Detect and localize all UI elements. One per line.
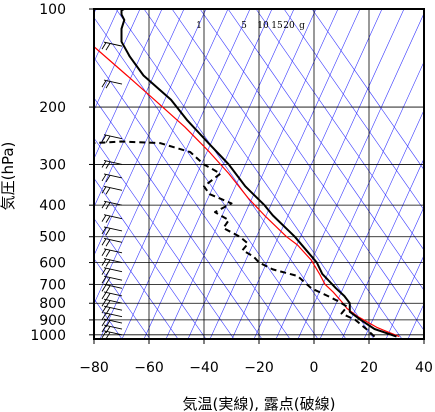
isotherm-line: [94, 9, 185, 208]
wind-barb: [101, 330, 123, 339]
y-tick-label: 200: [39, 100, 66, 116]
dewpoint-line: [94, 140, 376, 338]
x-tick-label: 0: [310, 360, 319, 376]
mixing-ratio-label: 10: [257, 21, 269, 31]
y-tick-label: 600: [39, 256, 66, 272]
wind-barb: [101, 134, 123, 143]
wind-barb: [101, 291, 123, 301]
y-tick-label: 1000: [30, 328, 66, 344]
x-axis-title: 気温(実線), 露点(破線): [183, 395, 336, 412]
x-tick-label: −40: [189, 360, 219, 376]
wind-barb: [101, 283, 123, 293]
wind-barb: [101, 226, 123, 236]
mixing-ratio-labels: 1 5 10 15 20 g: [196, 21, 305, 31]
wind-barb: [101, 248, 123, 258]
temperature-line: [120, 9, 397, 338]
wind-barb: [101, 275, 123, 285]
wind-barb: [101, 160, 123, 169]
series-layer: [94, 9, 400, 338]
mixing-ratio-label: 5: [241, 21, 247, 31]
x-tick-label: −80: [79, 360, 109, 376]
y-axis-title: 気圧(hPa): [0, 142, 17, 211]
isotherm-line: [94, 9, 141, 111]
grid-lines: [94, 9, 424, 339]
mixing-ratio-label: 1: [196, 21, 202, 31]
y-tick-label: 800: [39, 296, 66, 312]
wind-barb: [101, 258, 123, 267]
wind-barb: [101, 324, 123, 334]
adiabat-line: [255, 9, 424, 251]
y-tick-label: 400: [39, 198, 66, 214]
x-tick-label: 40: [415, 360, 433, 376]
wind-barb: [101, 173, 123, 183]
reference_profile-line: [94, 45, 400, 338]
adiabat-line: [311, 9, 424, 171]
x-tick-label: 20: [360, 360, 378, 376]
wind-barb: [101, 267, 123, 276]
adiabat-line: [283, 9, 424, 211]
isotherm-line: [94, 9, 207, 257]
y-tick-label: 300: [39, 157, 66, 173]
wind-barb: [101, 298, 123, 308]
wind-barb: [101, 214, 123, 223]
x-axis: −80 −60 −40 −20 0 20 40: [79, 339, 433, 376]
x-tick-label: −60: [134, 360, 164, 376]
mixing-ratio-label: 15: [271, 21, 283, 31]
mixing-ratio-label: 20: [283, 21, 295, 31]
wind-barb: [101, 41, 123, 51]
isotherm-line: [94, 9, 163, 160]
isotherm-line: [430, 9, 435, 339]
wind-barb: [101, 79, 123, 89]
x-tick-label: −20: [244, 360, 274, 376]
y-tick-label: 500: [39, 230, 66, 246]
wind-barb: [101, 185, 123, 195]
mixing-ratio-label: g: [299, 21, 305, 31]
y-tick-label: 700: [39, 277, 66, 293]
wind-barb: [101, 200, 123, 210]
wind-barbs: [101, 41, 123, 339]
y-tick-label: 900: [39, 313, 66, 329]
y-tick-label: 100: [39, 2, 66, 18]
wind-barb: [101, 237, 123, 247]
